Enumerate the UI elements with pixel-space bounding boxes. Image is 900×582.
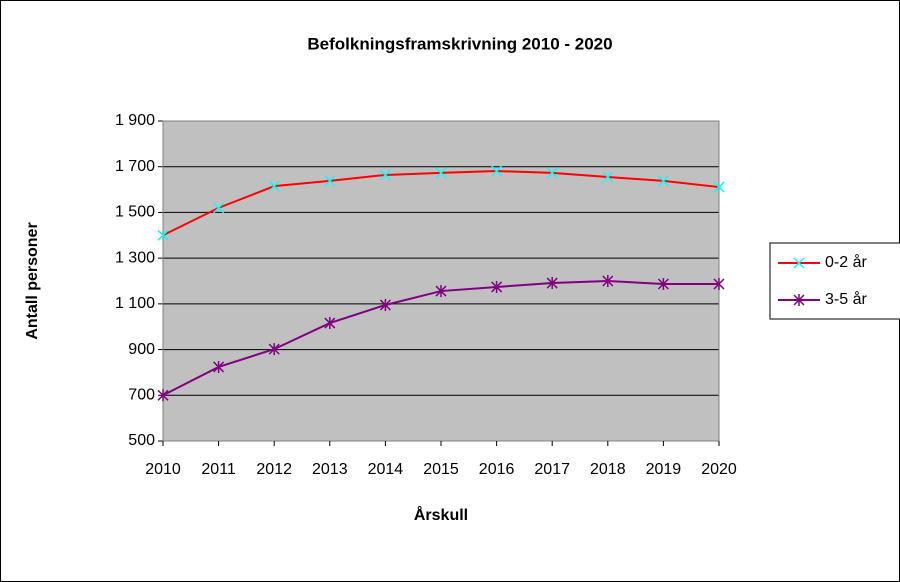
series-marker <box>213 360 225 373</box>
x-tick-label: 2013 <box>312 461 348 478</box>
series-marker <box>379 299 391 311</box>
y-tick-label: 1 500 <box>115 204 155 221</box>
series-marker <box>713 181 725 193</box>
series-marker <box>491 280 503 293</box>
x-tick-label: 2014 <box>368 461 404 478</box>
series-marker <box>602 171 614 183</box>
x-tick-label: 2017 <box>534 461 570 478</box>
y-tick-label: 1 100 <box>115 295 155 312</box>
y-tick-label: 1 700 <box>115 158 155 175</box>
series-marker <box>324 317 336 330</box>
x-tick-label: 2020 <box>701 461 737 478</box>
x-tick-label: 2015 <box>423 461 459 478</box>
series-marker <box>268 180 280 192</box>
y-tick-label: 1 300 <box>115 249 155 266</box>
series-marker <box>435 285 447 298</box>
legend-box <box>769 242 900 320</box>
y-tick-label: 900 <box>128 341 155 358</box>
x-tick-label: 2010 <box>145 461 181 478</box>
y-tick-label: 500 <box>128 432 155 449</box>
x-tick-label: 2011 <box>201 461 236 478</box>
series-marker <box>213 202 225 214</box>
chart-title: Befolkningsframskrivning 2010 - 2020 <box>307 34 612 53</box>
plot-area <box>163 121 719 441</box>
series-marker <box>379 169 391 181</box>
series-marker <box>324 175 336 187</box>
y-axis-title: Antall personer <box>24 222 41 339</box>
series-marker <box>491 165 503 177</box>
series-marker <box>157 389 169 402</box>
legend-marker <box>793 294 805 306</box>
x-tick-label: 2012 <box>256 461 292 478</box>
series-marker <box>435 167 447 179</box>
series-marker <box>546 167 558 179</box>
series-marker <box>546 277 558 290</box>
x-tick-label: 2019 <box>646 461 682 478</box>
series-marker <box>713 277 725 290</box>
series-marker <box>657 277 669 290</box>
series-marker <box>602 275 614 287</box>
legend-marker <box>793 257 805 269</box>
x-axis-title: Årskull <box>414 505 468 524</box>
x-tick-label: 2018 <box>590 461 626 478</box>
x-tick-label: 2016 <box>479 461 515 478</box>
series-marker <box>268 343 280 356</box>
legend-label: 3-5 år <box>825 290 867 308</box>
series-marker <box>657 175 669 187</box>
legend-label: 0-2 år <box>825 253 867 271</box>
series-marker <box>157 229 169 241</box>
y-tick-label: 1 900 <box>115 112 155 129</box>
y-tick-label: 700 <box>128 387 155 404</box>
